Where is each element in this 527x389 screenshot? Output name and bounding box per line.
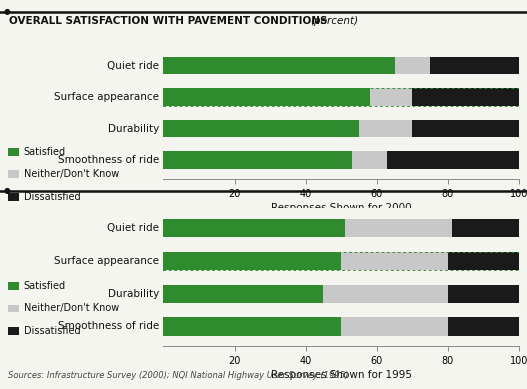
Bar xyxy=(163,317,341,336)
Text: Satisfied: Satisfied xyxy=(24,281,66,291)
Bar xyxy=(448,285,519,303)
Bar xyxy=(448,252,519,270)
Bar xyxy=(395,57,430,74)
Bar xyxy=(163,285,324,303)
Bar xyxy=(345,219,452,237)
Bar xyxy=(341,317,448,336)
Text: (percent): (percent) xyxy=(310,16,358,26)
Bar xyxy=(370,88,413,106)
Bar xyxy=(359,120,412,137)
Text: Smoothness of ride: Smoothness of ride xyxy=(58,321,159,331)
Text: Neither/Don't Know: Neither/Don't Know xyxy=(24,303,119,314)
Text: ●: ● xyxy=(3,7,10,16)
Text: ●: ● xyxy=(3,186,10,195)
Bar xyxy=(163,151,352,169)
Text: Smoothness of ride: Smoothness of ride xyxy=(58,155,159,165)
Bar xyxy=(163,88,370,106)
Text: Sources: Infrastructure Survey (2000); NQI National Highway User Survey (1995): Sources: Infrastructure Survey (2000); N… xyxy=(8,371,348,380)
Bar xyxy=(163,219,345,237)
Bar xyxy=(387,151,519,169)
Bar xyxy=(341,252,448,270)
Bar xyxy=(413,88,519,106)
Bar xyxy=(430,57,519,74)
Bar xyxy=(163,57,395,74)
Text: Quiet ride: Quiet ride xyxy=(107,61,159,70)
Bar xyxy=(448,317,519,336)
Text: Dissatisfied: Dissatisfied xyxy=(24,192,80,202)
Bar xyxy=(413,120,519,137)
Text: Dissatisfied: Dissatisfied xyxy=(24,326,80,336)
Bar xyxy=(163,120,359,137)
Bar xyxy=(452,219,519,237)
Bar xyxy=(163,88,519,106)
Bar xyxy=(163,252,519,270)
Text: Surface appearance: Surface appearance xyxy=(54,256,159,266)
Text: Surface appearance: Surface appearance xyxy=(54,92,159,102)
Bar xyxy=(324,285,448,303)
Text: Quiet ride: Quiet ride xyxy=(107,223,159,233)
Text: Satisfied: Satisfied xyxy=(24,147,66,157)
Bar xyxy=(352,151,387,169)
Text: Neither/Don't Know: Neither/Don't Know xyxy=(24,169,119,179)
X-axis label: Responses Shown for 1995: Responses Shown for 1995 xyxy=(271,370,412,380)
Text: OVERALL SATISFACTION WITH PAVEMENT CONDITIONS: OVERALL SATISFACTION WITH PAVEMENT CONDI… xyxy=(9,16,330,26)
Text: Durability: Durability xyxy=(108,289,159,299)
X-axis label: Responses Shown for 2000: Responses Shown for 2000 xyxy=(271,203,412,213)
Text: Durability: Durability xyxy=(108,124,159,133)
Bar xyxy=(163,252,341,270)
